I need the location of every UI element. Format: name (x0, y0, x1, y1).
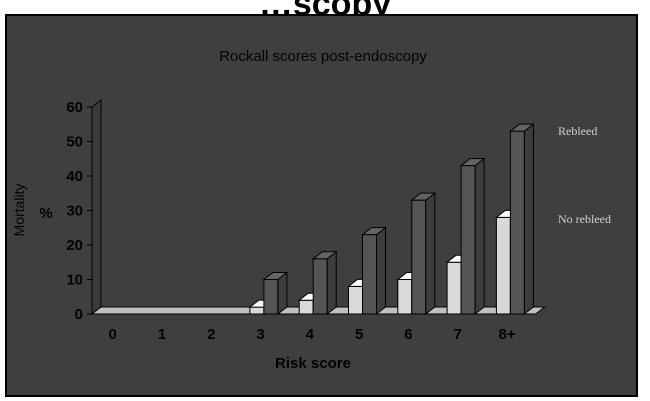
chart-title: Rockall scores post-endoscopy (219, 48, 427, 65)
x-tick-label: 6 (404, 326, 412, 343)
x-tick-label: 8+ (498, 326, 515, 343)
side-wall (91, 98, 102, 316)
y-tick-label: 50 (66, 134, 83, 151)
x-tick-label: 3 (256, 326, 264, 343)
y-tick-label: 0 (75, 306, 83, 323)
legend-entry: No rebleed (558, 212, 611, 226)
y-tick-label: 10 (66, 272, 83, 289)
x-tick-label: 1 (158, 326, 166, 343)
y-axis-unit: % (39, 205, 52, 222)
y-axis-label: Mortality (11, 184, 27, 237)
legend-entry: Rebleed (558, 124, 597, 138)
y-tick-label: 40 (66, 168, 83, 185)
x-tick-label: 7 (454, 326, 462, 343)
x-tick-label: 0 (108, 326, 116, 343)
x-axis-label: Risk score (275, 355, 351, 372)
y-tick-label: 30 (66, 203, 83, 220)
bar-rebleed (459, 157, 486, 316)
y-tick-label: 20 (66, 237, 83, 254)
plot-area: 0 10 20 30 40 50 60 0 1 2 3 4 5 6 7 8+ No rebleed Rebleed (66, 98, 611, 343)
bar-rebleed (311, 250, 338, 316)
bar-rebleed (508, 123, 535, 316)
x-tick-label: 5 (355, 326, 363, 343)
bar-rebleed (410, 192, 437, 316)
x-tick-label: 2 (207, 326, 215, 343)
bar-rebleed (361, 226, 387, 316)
x-tick-label: 4 (306, 326, 315, 343)
y-tick-label: 60 (66, 99, 83, 116)
bar-rebleed (262, 271, 289, 316)
